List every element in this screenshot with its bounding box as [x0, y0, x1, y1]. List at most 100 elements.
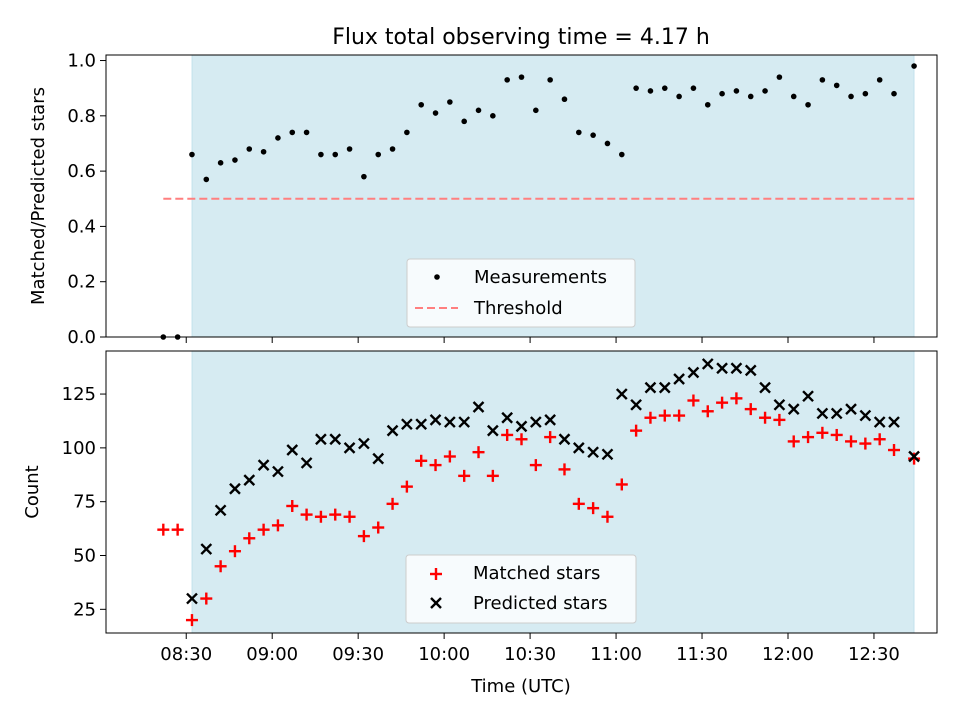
predicted-star-marker-b: [257, 459, 270, 471]
matched-star-point: [372, 521, 385, 534]
matched-star-point: [587, 502, 600, 515]
predicted-star-marker-b: [358, 437, 370, 450]
predicted-star-marker-b: [587, 446, 599, 459]
matched-star-point: [816, 426, 829, 439]
predicted-star-marker-b: [272, 465, 284, 478]
matched-star-point: [802, 431, 815, 444]
top-y-axis-ticks: 0.0 0.2 0.4 0.6 0.8 1.0: [67, 51, 106, 348]
predicted-star-marker-b: [300, 457, 313, 469]
measurement-point: [389, 146, 396, 152]
top-legend: Measurements Threshold: [406, 258, 636, 328]
measurement-point: [848, 93, 854, 100]
predicted-star-marker-b: [701, 358, 714, 370]
measurement-point: [275, 135, 281, 141]
matched-star-point: [400, 480, 413, 493]
predicted-star-marker-b: [730, 362, 743, 375]
predicted-star-point: [558, 433, 571, 446]
measurement-point: [790, 93, 797, 100]
predicted-star-marker-b: [343, 442, 356, 454]
x-tick-label: 09:30: [332, 644, 384, 665]
predicted-star-point: [615, 388, 628, 400]
matched-star-point: [630, 424, 643, 437]
measurement-point: [332, 151, 339, 158]
predicted-star-marker-b: [687, 366, 700, 379]
predicted-star-point: [687, 366, 700, 379]
matched-star-point: [286, 499, 299, 512]
x-tick-label: 10:30: [504, 644, 556, 665]
predicted-star-marker-b: [859, 409, 872, 422]
predicted-star-marker-b: [515, 420, 528, 433]
predicted-star-point: [773, 398, 786, 411]
predicted-star-point: [908, 450, 920, 463]
predicted-star-marker-b: [501, 411, 514, 424]
matched-star-point: [243, 532, 256, 545]
measurement-point: [246, 146, 253, 152]
predicted-star-point: [343, 442, 356, 454]
predicted-star-marker-b: [830, 407, 843, 420]
x-tick-label: 10:00: [418, 644, 470, 665]
matched-star-point: [701, 405, 714, 418]
predicted-star-point: [859, 409, 872, 422]
predicted-star-marker-b: [444, 416, 456, 428]
matched-star-point: [271, 519, 284, 532]
matched-star-point: [415, 454, 428, 467]
predicted-star-point: [372, 452, 385, 465]
measurement-point: [561, 96, 568, 103]
measurement-point: [404, 129, 410, 136]
predicted-star-marker-b: [787, 403, 800, 415]
top-legend-box: [406, 258, 636, 328]
x-tick-label: 12:00: [762, 644, 814, 665]
predicted-star-marker-b: [644, 381, 657, 394]
matched-star-point: [615, 478, 628, 491]
measurement-point: [704, 101, 711, 108]
predicted-star-point: [830, 407, 843, 420]
bottom-panel: 25 50 75 100 125 08:30 09:00 09:30 10:00 10:30 11…: [22, 350, 938, 697]
matched-star-point: [673, 409, 686, 422]
predicted-star-point: [845, 403, 857, 415]
top-plot-frame: [105, 54, 938, 338]
matched-star-point: [343, 510, 356, 523]
measurement-point: [346, 146, 353, 152]
predicted-star-point: [802, 390, 814, 403]
matched-star-point: [157, 523, 170, 536]
bottom-plot-frame: [105, 350, 938, 634]
measurement-point: [747, 93, 754, 100]
predicted-star-point: [458, 416, 471, 428]
legend-threshold-label: Threshold: [473, 298, 563, 319]
predicted-star-point: [888, 416, 900, 428]
predicted-star-marker-b: [429, 414, 442, 426]
measurement-point: [490, 113, 496, 119]
measurement-point: [590, 132, 596, 138]
predicted-star-marker-b: [401, 418, 413, 431]
measurement-point: [475, 107, 482, 114]
predicted-star-point: [272, 465, 284, 478]
predicted-star-point: [358, 437, 370, 450]
measurement-point: [232, 157, 238, 163]
matched-star-point: [558, 463, 571, 476]
predicted-star-point: [472, 401, 485, 413]
predicted-star-marker-b: [200, 543, 213, 555]
predicted-stars-points: [186, 358, 920, 605]
matched-star-point: [888, 444, 901, 457]
predicted-star-marker-b: [415, 418, 428, 431]
predicted-star-marker-b: [472, 401, 485, 413]
measurement-point: [189, 151, 195, 158]
measurement-point: [719, 90, 725, 97]
matched-star-point: [200, 592, 213, 605]
measurement-point: [303, 129, 310, 136]
top-y-tick-label: 1.0: [67, 51, 96, 72]
measurement-point: [318, 151, 324, 158]
measurement-point: [432, 110, 439, 116]
predicted-star-marker-b: [229, 482, 241, 495]
predicted-star-marker-b: [372, 452, 385, 465]
predicted-star-point: [257, 459, 270, 471]
measurement-point: [833, 82, 840, 89]
matched-star-point: [185, 614, 198, 627]
matched-star-point: [658, 409, 671, 422]
predicted-star-point: [515, 420, 528, 433]
bottom-legend-box: [405, 554, 637, 624]
matched-star-point: [908, 452, 921, 465]
matched-star-point: [716, 396, 729, 409]
top-y-tick-label: 0.8: [67, 106, 96, 127]
predicted-star-point: [415, 418, 428, 431]
